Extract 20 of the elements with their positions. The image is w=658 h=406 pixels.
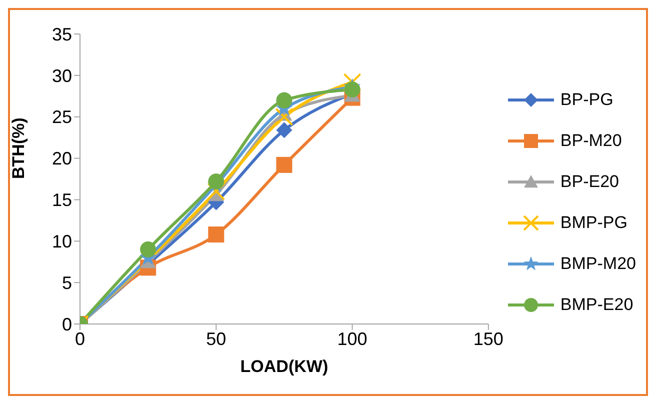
y-tick-label: 25 — [52, 107, 72, 128]
legend-label: BMP-E20 — [560, 294, 634, 314]
x-tick-label: 100 — [337, 328, 368, 349]
y-tick-label: 30 — [52, 66, 72, 86]
y-tick-label: 10 — [52, 232, 72, 252]
y-tick-label: 20 — [52, 148, 72, 169]
legend-label: BP-M20 — [560, 130, 622, 150]
x-axis-title: LOAD(KW) — [240, 357, 328, 376]
y-tick-label: 35 — [52, 24, 72, 44]
legend-label: BMP-M20 — [560, 254, 636, 274]
x-tick-label: 0 — [74, 328, 86, 349]
x-tick-label: 50 — [206, 328, 226, 349]
legend-label: BP-E20 — [560, 172, 620, 192]
y-tick-label: 5 — [62, 272, 72, 293]
legend-label: BP-PG — [560, 90, 614, 110]
y-axis-title: BTH(%) — [9, 118, 28, 179]
x-tick-label: 150 — [473, 328, 504, 349]
y-tick-label: 0 — [62, 314, 72, 334]
legend-label: BMP-PG — [560, 212, 628, 232]
y-tick-label: 15 — [52, 190, 72, 210]
